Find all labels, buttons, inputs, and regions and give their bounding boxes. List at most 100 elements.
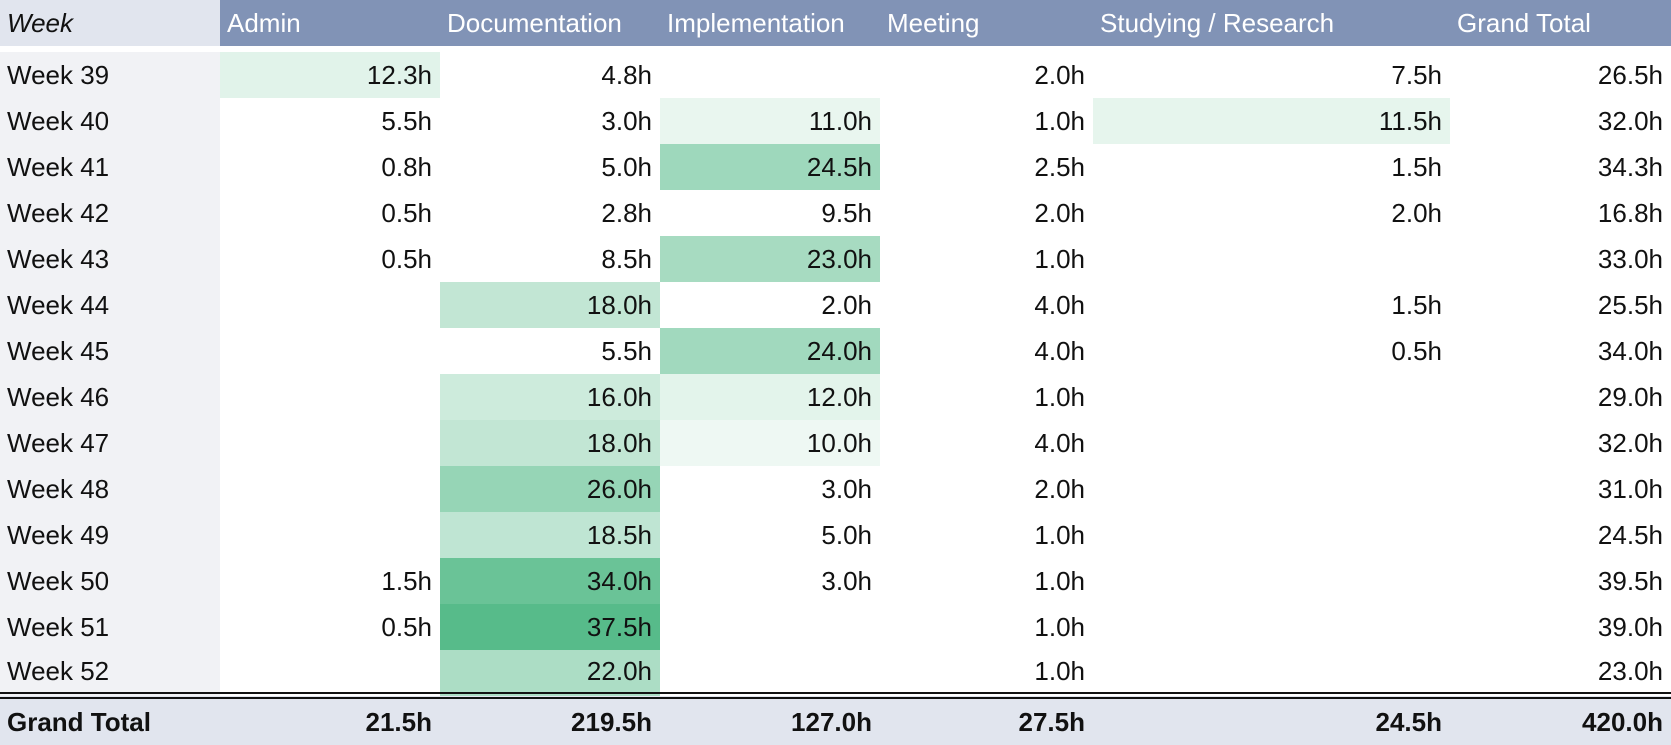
- cell-total[interactable]: 39.0h: [1597, 611, 1663, 642]
- cell-meeting[interactable]: 1.0h: [1034, 655, 1085, 686]
- cell-total[interactable]: 34.3h: [1597, 151, 1663, 182]
- cell-total[interactable]: 26.5h: [1597, 59, 1663, 90]
- cell-implementation[interactable]: 12.0h: [660, 374, 880, 420]
- cell-total[interactable]: 16.8h: [1597, 197, 1663, 228]
- cell-meeting[interactable]: 1.0h: [1034, 105, 1085, 136]
- cell-studying[interactable]: 7.5h: [1391, 59, 1442, 90]
- cell-meeting[interactable]: 4.0h: [1034, 427, 1085, 458]
- cell-implementation[interactable]: 5.0h: [821, 519, 872, 550]
- cell-studying[interactable]: 1.5h: [1391, 289, 1442, 320]
- cell-week[interactable]: Week 51: [0, 604, 220, 650]
- column-header-studying[interactable]: Studying / Research: [1093, 0, 1450, 49]
- column-header-documentation[interactable]: Documentation: [440, 0, 660, 49]
- cell-meeting[interactable]: 1.0h: [1034, 243, 1085, 274]
- cell-studying[interactable]: [1093, 374, 1450, 420]
- cell-total[interactable]: 23.0h: [1597, 655, 1663, 686]
- cell-implementation[interactable]: [660, 604, 880, 650]
- cell-meeting[interactable]: 4.0h: [1034, 289, 1085, 320]
- cell-studying[interactable]: [1093, 466, 1450, 512]
- cell-admin[interactable]: [220, 374, 440, 420]
- cell-documentation[interactable]: 8.5h: [601, 243, 652, 274]
- cell-meeting[interactable]: 2.5h: [1034, 151, 1085, 182]
- column-header-meeting[interactable]: Meeting: [880, 0, 1093, 49]
- cell-studying[interactable]: [1093, 236, 1450, 282]
- cell-week[interactable]: Week 48: [0, 466, 220, 512]
- cell-total[interactable]: 32.0h: [1597, 105, 1663, 136]
- cell-documentation[interactable]: 18.0h: [440, 420, 660, 466]
- cell-admin[interactable]: [220, 512, 440, 558]
- grand-total-documentation[interactable]: 219.5h: [440, 692, 660, 745]
- cell-studying[interactable]: [1093, 420, 1450, 466]
- grand-total-studying[interactable]: 24.5h: [1093, 692, 1450, 745]
- cell-meeting[interactable]: 2.0h: [1034, 473, 1085, 504]
- cell-documentation[interactable]: 37.5h: [440, 604, 660, 650]
- column-header-implementation[interactable]: Implementation: [660, 0, 880, 49]
- cell-documentation[interactable]: 18.0h: [440, 282, 660, 328]
- cell-admin[interactable]: [220, 650, 440, 696]
- cell-meeting[interactable]: 1.0h: [1034, 519, 1085, 550]
- cell-admin[interactable]: [220, 282, 440, 328]
- column-header-admin[interactable]: Admin: [220, 0, 440, 49]
- cell-documentation[interactable]: 22.0h: [440, 650, 660, 696]
- cell-implementation[interactable]: [660, 650, 880, 696]
- cell-implementation[interactable]: 10.0h: [660, 420, 880, 466]
- grand-total-implementation[interactable]: 127.0h: [660, 692, 880, 745]
- cell-admin[interactable]: 1.5h: [381, 565, 432, 596]
- cell-implementation[interactable]: 24.0h: [660, 328, 880, 374]
- cell-week[interactable]: Week 44: [0, 282, 220, 328]
- cell-documentation[interactable]: 4.8h: [601, 59, 652, 90]
- cell-admin[interactable]: 0.5h: [381, 243, 432, 274]
- cell-documentation[interactable]: 34.0h: [440, 558, 660, 604]
- cell-total[interactable]: 29.0h: [1597, 381, 1663, 412]
- cell-admin[interactable]: [220, 420, 440, 466]
- grand-total-overall[interactable]: 420.0h: [1450, 692, 1671, 745]
- cell-week[interactable]: Week 42: [0, 190, 220, 236]
- cell-week[interactable]: Week 39: [0, 49, 220, 98]
- cell-week[interactable]: Week 41: [0, 144, 220, 190]
- cell-implementation[interactable]: 3.0h: [821, 473, 872, 504]
- cell-meeting[interactable]: 1.0h: [1034, 565, 1085, 596]
- cell-studying[interactable]: 1.5h: [1391, 151, 1442, 182]
- cell-admin[interactable]: [220, 328, 440, 374]
- cell-implementation[interactable]: 11.0h: [660, 98, 880, 144]
- cell-admin[interactable]: 0.5h: [381, 611, 432, 642]
- cell-studying[interactable]: [1093, 604, 1450, 650]
- cell-admin[interactable]: 0.8h: [381, 151, 432, 182]
- cell-total[interactable]: 24.5h: [1597, 519, 1663, 550]
- cell-documentation[interactable]: 5.5h: [601, 335, 652, 366]
- cell-week[interactable]: Week 45: [0, 328, 220, 374]
- grand-total-label[interactable]: Grand Total: [0, 692, 220, 745]
- cell-implementation[interactable]: 23.0h: [660, 236, 880, 282]
- cell-meeting[interactable]: 2.0h: [1034, 197, 1085, 228]
- cell-week[interactable]: Week 46: [0, 374, 220, 420]
- cell-admin[interactable]: [220, 466, 440, 512]
- cell-week[interactable]: Week 49: [0, 512, 220, 558]
- cell-documentation[interactable]: 5.0h: [601, 151, 652, 182]
- cell-week[interactable]: Week 40: [0, 98, 220, 144]
- cell-total[interactable]: 34.0h: [1597, 335, 1663, 366]
- cell-studying[interactable]: [1093, 558, 1450, 604]
- cell-meeting[interactable]: 1.0h: [1034, 611, 1085, 642]
- cell-implementation[interactable]: 9.5h: [821, 197, 872, 228]
- cell-meeting[interactable]: 1.0h: [1034, 381, 1085, 412]
- cell-documentation[interactable]: 18.5h: [440, 512, 660, 558]
- cell-total[interactable]: 39.5h: [1597, 565, 1663, 596]
- cell-studying[interactable]: [1093, 512, 1450, 558]
- cell-studying[interactable]: 11.5h: [1093, 98, 1450, 144]
- cell-documentation[interactable]: 2.8h: [601, 197, 652, 228]
- cell-documentation[interactable]: 16.0h: [440, 374, 660, 420]
- cell-studying[interactable]: 0.5h: [1391, 335, 1442, 366]
- cell-total[interactable]: 25.5h: [1597, 289, 1663, 320]
- cell-admin[interactable]: 12.3h: [220, 49, 440, 98]
- grand-total-admin[interactable]: 21.5h: [220, 692, 440, 745]
- cell-documentation[interactable]: 26.0h: [440, 466, 660, 512]
- cell-meeting[interactable]: 4.0h: [1034, 335, 1085, 366]
- column-header-grand-total[interactable]: Grand Total: [1450, 0, 1671, 49]
- cell-implementation[interactable]: [660, 49, 880, 98]
- cell-admin[interactable]: 5.5h: [381, 105, 432, 136]
- cell-week[interactable]: Week 52: [0, 650, 220, 696]
- cell-admin[interactable]: 0.5h: [381, 197, 432, 228]
- cell-studying[interactable]: [1093, 650, 1450, 696]
- cell-total[interactable]: 32.0h: [1597, 427, 1663, 458]
- cell-meeting[interactable]: 2.0h: [1034, 59, 1085, 90]
